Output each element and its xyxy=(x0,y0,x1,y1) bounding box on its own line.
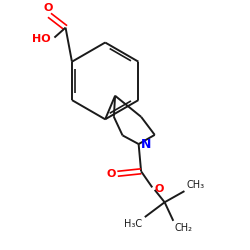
Text: HO: HO xyxy=(32,34,51,44)
Text: O: O xyxy=(155,184,164,194)
Text: H₃C: H₃C xyxy=(124,219,142,229)
Text: N: N xyxy=(141,138,152,150)
Text: CH₃: CH₃ xyxy=(187,180,205,190)
Text: CH₂: CH₂ xyxy=(174,223,192,233)
Text: O: O xyxy=(44,3,53,13)
Text: O: O xyxy=(107,169,116,179)
